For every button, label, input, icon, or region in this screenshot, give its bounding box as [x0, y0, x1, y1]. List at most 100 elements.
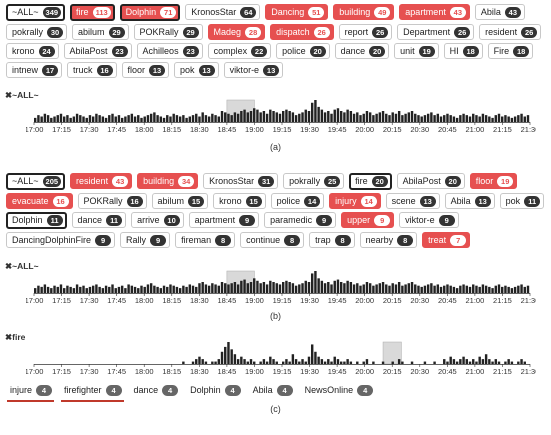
timeline-a[interactable]: 17:00 17:15 17:30 17:45 18:00 18:15 18:30 18:45…: [26, 96, 536, 132]
tag-fireman[interactable]: fireman 8: [175, 232, 236, 248]
tag-newsonline[interactable]: NewsOnline 4: [300, 382, 377, 398]
tag-abila[interactable]: Abila 43: [474, 4, 525, 20]
tag-arrive[interactable]: arrive 10: [131, 212, 184, 228]
tick-label: 21:15: [493, 367, 512, 374]
tag-label: ~ALL~: [12, 176, 39, 186]
tag--all-[interactable]: ~ALL~ 205: [6, 173, 66, 190]
tag-police[interactable]: police 20: [276, 43, 330, 59]
tag-dolphin[interactable]: Dolphin 71: [119, 4, 181, 21]
tag-krono[interactable]: krono 15: [213, 193, 266, 209]
tag-scene[interactable]: scene 13: [385, 193, 440, 209]
tag-kronosstar[interactable]: KronosStar 64: [185, 4, 261, 20]
tag-dance[interactable]: dance 11: [71, 212, 127, 228]
tag-dolphin[interactable]: Dolphin 4: [186, 382, 244, 398]
tag-report[interactable]: report 26: [338, 24, 393, 40]
tag-unit[interactable]: unit 19: [394, 43, 439, 59]
tag-count-badge: 19: [497, 175, 514, 187]
tag-trap[interactable]: trap 8: [309, 232, 355, 248]
timeline-bar: [201, 112, 204, 123]
tag-pokrally[interactable]: POKRally 16: [77, 193, 147, 209]
tag-count-badge: 14: [360, 195, 377, 207]
caption-b: (b): [270, 311, 281, 321]
tag-resident[interactable]: resident 43: [70, 173, 133, 189]
tag-complex[interactable]: complex 22: [207, 43, 272, 59]
tag-injure[interactable]: injure 4: [6, 382, 56, 402]
tag-pokrally[interactable]: pokrally 25: [283, 173, 345, 189]
timeline-bar: [507, 286, 510, 293]
tag-apartment[interactable]: apartment 43: [399, 4, 470, 20]
timeline-bar: [368, 283, 372, 293]
tag-pokrally[interactable]: pokrally 30: [6, 24, 68, 40]
timeline-bar: [317, 356, 320, 364]
tag-count-badge: 8: [284, 234, 301, 246]
tag-label: viktor-e: [405, 215, 435, 225]
tag-pok[interactable]: pok 13: [174, 62, 219, 78]
tag-pokrally[interactable]: POKRally 29: [133, 24, 203, 40]
timeline-bar: [169, 284, 172, 293]
tag-achilleos[interactable]: Achilleos 23: [136, 43, 203, 59]
tag-pok[interactable]: pok 11: [499, 193, 545, 209]
tag-floor[interactable]: floor 13: [121, 62, 170, 78]
tag-viktor-e[interactable]: viktor-e 9: [399, 212, 459, 228]
tag-resident[interactable]: resident 26: [479, 24, 542, 40]
tag-firefighter[interactable]: firefighter 4: [60, 382, 125, 402]
tag-building[interactable]: building 34: [137, 173, 199, 189]
tag-dolphin[interactable]: Dolphin 11: [6, 212, 67, 229]
tag-krono[interactable]: krono 24: [6, 43, 59, 59]
tag-dancingdolphinfire[interactable]: DancingDolphinFire 9: [6, 232, 116, 248]
tag-continue[interactable]: continue 8: [240, 232, 305, 248]
tag-treat[interactable]: treat 7: [422, 232, 471, 248]
timeline-bar: [336, 359, 340, 364]
tag-label: abilum: [78, 27, 105, 37]
tag-fire[interactable]: fire 20: [349, 173, 392, 190]
tag-abila[interactable]: Abila 4: [248, 382, 296, 398]
tag-fire[interactable]: Fire 18: [487, 43, 534, 59]
tag-injury[interactable]: injury 14: [329, 193, 381, 209]
tag-abilum[interactable]: abilum 29: [72, 24, 129, 40]
tag-rally[interactable]: Rally 9: [120, 232, 171, 248]
timeline-bar: [356, 283, 359, 293]
tag-dancing[interactable]: Dancing 51: [265, 4, 329, 20]
tag-evacuate[interactable]: evacuate 16: [6, 193, 73, 209]
tag-count-badge: 4: [276, 384, 293, 396]
tick-label: 17:45: [107, 296, 126, 303]
tag-intnew[interactable]: intnew 17: [6, 62, 63, 78]
tag-dispatch[interactable]: dispatch 26: [270, 24, 334, 40]
timeline-bar: [362, 361, 365, 364]
timeline-c[interactable]: 17:00 17:15 17:30 17:45 18:00 18:15 18:30 18:45…: [26, 338, 536, 374]
tag-dance[interactable]: dance 4: [129, 382, 182, 398]
timeline-bar: [130, 285, 134, 293]
tag-abila[interactable]: Abila 13: [444, 193, 495, 209]
tag-hi[interactable]: HI 18: [443, 43, 483, 59]
tag-truck[interactable]: truck 16: [67, 62, 117, 78]
timeline-bar: [162, 117, 166, 123]
tag-abilapost[interactable]: AbilaPost 23: [63, 43, 132, 59]
tag-building[interactable]: building 49: [333, 4, 395, 20]
tag-upper[interactable]: upper 9: [341, 212, 395, 228]
tag-police[interactable]: police 14: [270, 193, 325, 209]
tag-nearby[interactable]: nearby 8: [359, 232, 418, 248]
tag-abilum[interactable]: abilum 15: [151, 193, 209, 209]
timeline-b[interactable]: 17:00 17:15 17:30 17:45 18:00 18:15 18:30 18:45…: [26, 267, 536, 303]
tag-fire[interactable]: fire 113: [70, 4, 115, 21]
tag-label: police: [282, 46, 306, 56]
tag--all-[interactable]: ~ALL~ 349: [6, 4, 66, 21]
tag-department[interactable]: Department 26: [397, 24, 475, 40]
tag-paramedic[interactable]: paramedic 9: [264, 212, 337, 228]
timeline-bar: [156, 286, 159, 293]
tag-viktor-e[interactable]: viktor-e 13: [223, 62, 284, 78]
timeline-bar: [478, 116, 481, 122]
tag-cloud-a: ~ALL~ 349 fire 113 Dolphin 71 KronosStar 64 Danc…: [6, 4, 547, 78]
timeline-bar: [240, 356, 243, 364]
tag-abilapost[interactable]: AbilaPost 20: [396, 173, 465, 189]
tag-madeg[interactable]: Madeg 28: [207, 24, 266, 40]
tag-count-badge: 10: [163, 214, 180, 226]
tag-dance[interactable]: dance 20: [334, 43, 390, 59]
tag-floor[interactable]: floor 19: [469, 173, 518, 189]
timeline-bar: [233, 282, 237, 293]
tag-apartment[interactable]: apartment 9: [188, 212, 260, 228]
tick-label: 19:15: [273, 125, 292, 132]
tag-kronosstar[interactable]: KronosStar 31: [203, 173, 279, 189]
timeline-bar: [401, 361, 404, 364]
tag-count-badge: 14: [304, 195, 321, 207]
